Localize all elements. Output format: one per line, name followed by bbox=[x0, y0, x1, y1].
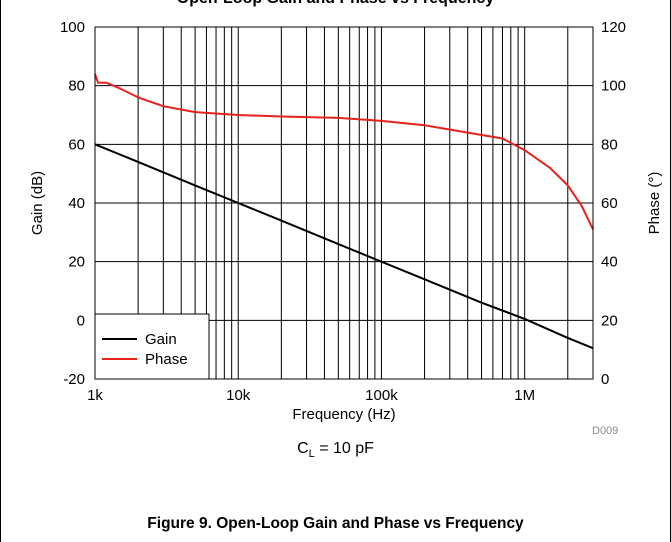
y-tick-label: 80 bbox=[68, 78, 85, 95]
x-tick-label: 1M bbox=[514, 387, 535, 404]
y-tick-label: 20 bbox=[68, 254, 85, 271]
y-tick-label: 40 bbox=[68, 195, 85, 212]
y-tick-label: -20 bbox=[63, 371, 85, 388]
plot-border bbox=[94, 26, 594, 380]
condition-label: CL = 10 pF bbox=[297, 440, 374, 461]
grid bbox=[95, 27, 593, 379]
y2-tick-label: 80 bbox=[601, 136, 618, 153]
y2-tick-label: 20 bbox=[601, 312, 618, 329]
series-line-gain bbox=[94, 143, 594, 350]
series-line-phase bbox=[94, 73, 594, 230]
series-layer bbox=[94, 73, 594, 350]
x-tick-label: 10k bbox=[226, 387, 251, 404]
figure-caption: Figure 9. Open-Loop Gain and Phase vs Fr… bbox=[147, 515, 524, 532]
legend-label-gain: Gain bbox=[145, 331, 177, 348]
figure-code: D009 bbox=[592, 425, 619, 437]
legend-box bbox=[94, 313, 210, 380]
y2-tick-label: 120 bbox=[601, 19, 626, 36]
y2-tick-label: 40 bbox=[601, 254, 618, 271]
left-frame-border bbox=[0, 0, 1, 542]
cropped-header-text: Open-Loop Gain and Phase vs Frequency bbox=[0, 0, 671, 8]
legend: Gain Phase bbox=[94, 313, 210, 380]
y2-tick-label: 0 bbox=[601, 371, 609, 388]
legend-label-phase: Phase bbox=[145, 351, 188, 368]
y2-axis-label: Phase (°) bbox=[646, 172, 663, 235]
y-tick-label: 0 bbox=[77, 312, 85, 329]
tick-labels: 1k 10k 100k 1M -20 0 20 40 60 80 100 0 20 40 60 80 100 12… bbox=[60, 19, 626, 404]
x-axis-label: Frequency (Hz) bbox=[292, 406, 395, 423]
y2-tick-label: 100 bbox=[601, 78, 626, 95]
y-axis-label: Gain (dB) bbox=[29, 171, 46, 235]
x-tick-label: 100k bbox=[365, 387, 398, 404]
y-tick-label: 100 bbox=[60, 19, 85, 36]
y-tick-label: 60 bbox=[68, 136, 85, 153]
y2-tick-label: 60 bbox=[601, 195, 618, 212]
x-tick-label: 1k bbox=[87, 387, 103, 404]
